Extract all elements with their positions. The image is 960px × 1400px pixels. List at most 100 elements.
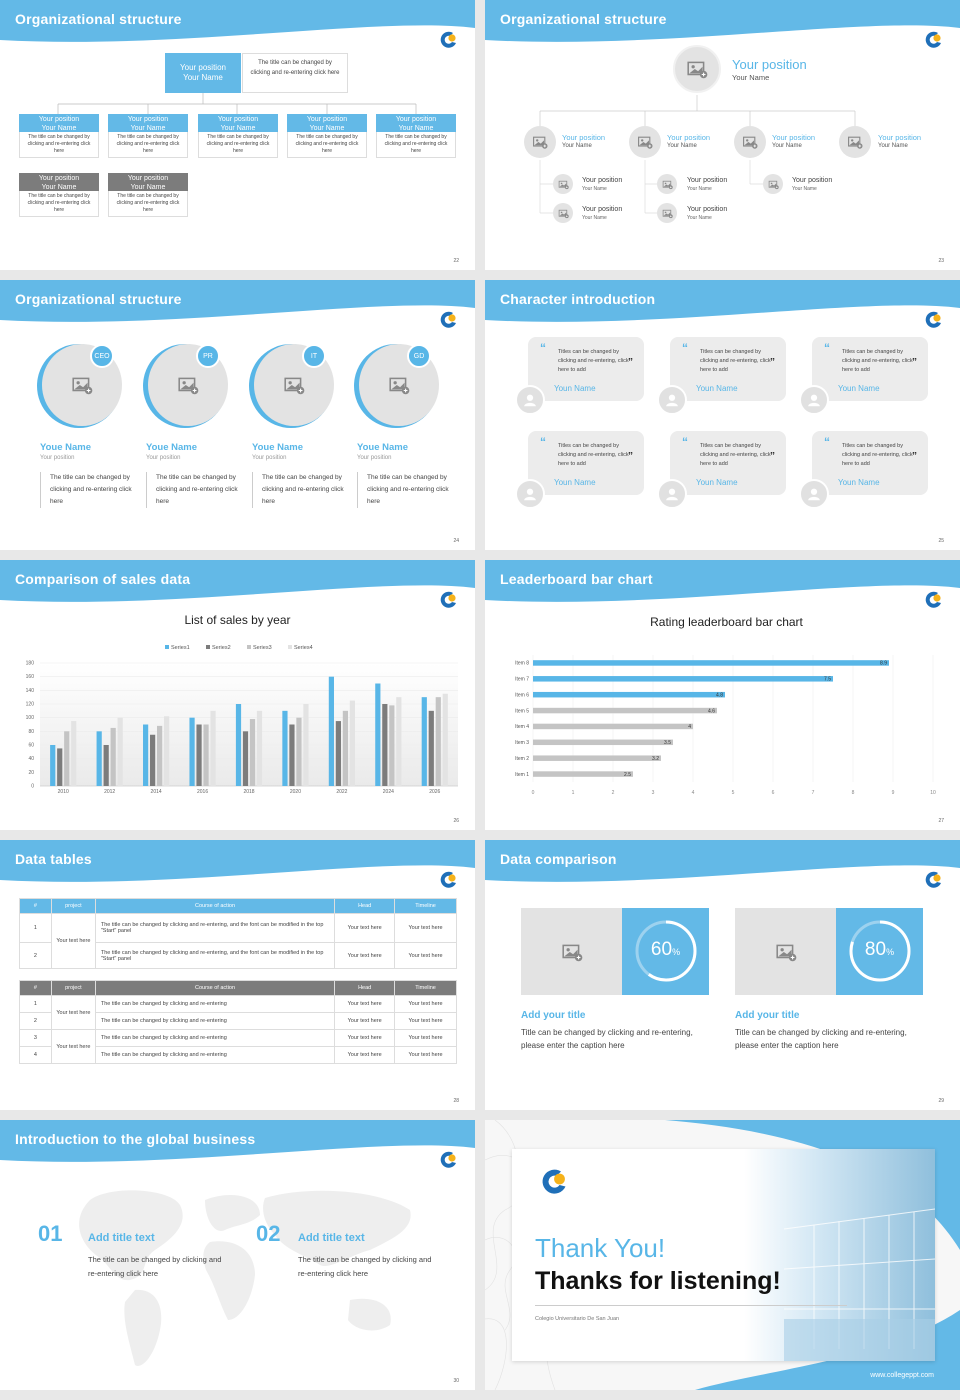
slide-31[interactable]: Thank You! Thanks for listening! Colegio… [485,1120,960,1390]
quote-text: Titles can be changed by clicking and re… [700,443,771,467]
quote-card[interactable]: “ Titles can be changed by clicking and … [812,337,928,401]
x-tick-label: 4 [692,790,695,796]
slide-26[interactable]: Comparison of sales data List of sales b… [0,560,475,830]
image-placeholder[interactable] [521,908,622,995]
quote-card[interactable]: “ Titles can be changed by clicking and … [670,337,786,401]
col-header: Timeline [394,898,457,914]
image-placeholder-icon [388,374,410,396]
person-position: Your position [40,455,75,461]
quote-card[interactable]: “ Titles can be changed by clicking and … [528,337,644,401]
image-placeholder-icon [768,179,779,190]
avatar [515,385,545,415]
slide-24[interactable]: Organizational structure CEO Youe Name Y… [0,280,475,550]
role-badge: IT [302,344,326,368]
y-tick-label: 80 [28,729,34,735]
open-quote-icon: “ [540,435,546,449]
photo-placeholder[interactable] [524,126,556,158]
timeline-cell: Your text here [394,1012,457,1030]
photo-placeholder[interactable] [553,174,573,194]
item-desc: The title can be changed by clicking and… [88,1255,222,1278]
slide-23[interactable]: Organizational structure Your position Y… [485,0,960,270]
sub-position: Your position [792,177,833,184]
x-tick-label: 2020 [290,789,301,795]
photo-placeholder[interactable] [553,203,573,223]
school-name: Colegio Universitario De San Juan [535,1316,620,1322]
item-title: Add your title [735,1010,800,1021]
thanks-card: Thank You! Thanks for listening! Colegio… [512,1149,935,1361]
bar [210,710,216,786]
item-title: Add title text [88,1232,155,1244]
slide-25[interactable]: Character introduction “ Titles can be c… [485,280,960,550]
org-box-position: Your position [38,116,80,123]
close-quote-icon: ” [628,357,633,368]
photo-placeholder[interactable] [629,126,661,158]
data-label: 4 [688,724,691,730]
user-icon [521,485,539,503]
logo-icon [437,588,461,612]
org-box-name: Your Name [398,125,434,132]
org-box-3[interactable]: Your position Your Name The title can be … [198,114,278,158]
top-photo-placeholder[interactable] [673,45,721,93]
slide-29[interactable]: Data comparison 60% Add your title Title… [485,840,960,1110]
bar [256,710,263,786]
org-box-2[interactable]: Your position Your Name The title can be … [108,114,188,158]
sub-name: Your Name [582,186,607,192]
progress-value: 60 [650,939,673,960]
role-badge: PR [196,344,220,368]
head-cell: Your text here [334,913,396,943]
close-quote-icon: ” [770,451,775,462]
quote-card[interactable]: “ Titles can be changed by clicking and … [812,431,928,495]
image-placeholder[interactable] [735,908,836,995]
image-placeholder-icon [177,374,199,396]
slide-title: Introduction to the global business [15,1131,256,1147]
org-box-4[interactable]: Your position Your Name The title can be … [287,114,367,158]
table-row: 1 Your text here The title can be change… [19,995,457,1030]
org-box-position: Your position [38,175,80,182]
sales-column-chart: 0 20 40 60 80 100 120 140 160 180 Series1 Series2 Se… [26,645,458,795]
photo-placeholder[interactable] [657,203,677,223]
page-number: 29 [938,1098,944,1104]
open-quote-icon: “ [682,341,688,355]
progress-ring [849,920,911,982]
building-photo [744,1149,935,1361]
col-header: Course of action [94,898,336,914]
y-category-label: Item 1 [515,772,529,778]
logo-icon [922,588,946,612]
quote-card[interactable]: “ Titles can be changed by clicking and … [670,431,786,495]
org-top-box[interactable]: Your position Your Name [165,53,241,93]
org-gray-box-2[interactable]: Your position Your Name The title can be … [108,173,188,217]
row-number: 3 [19,1029,52,1047]
slide-27[interactable]: Leaderboard bar chart Rating leaderboard… [485,560,960,830]
photo-placeholder[interactable] [763,174,783,194]
legend-label: Series1 [171,645,190,651]
x-tick-label: 5 [732,790,735,796]
website-link[interactable]: www.collegeppt.com [870,1372,934,1379]
org-box-5[interactable]: Your position Your Name The title can be … [376,114,456,158]
x-tick-label: 2014 [151,789,162,795]
org-box-position: Your position [217,116,259,123]
sub-name: Your Name [687,215,712,221]
y-tick-label: 160 [26,674,35,680]
page-number: 30 [453,1378,459,1384]
y-tick-label: 100 [26,715,35,721]
photo-placeholder[interactable] [657,174,677,194]
slide-28[interactable]: Data tables # project Course of action H… [0,840,475,1110]
quote-text: Titles can be changed by clicking and re… [558,443,629,467]
org-gray-box-1[interactable]: Your position Your Name The title can be … [19,173,99,217]
logo-icon [437,308,461,332]
slide-22[interactable]: Organizational structure Your position Y… [0,0,475,270]
org-box-desc: The title can be changed by clicking and… [19,132,99,158]
quote-name: Youn Name [554,478,596,487]
org-box-name: Your Name [41,125,77,132]
col-header: project [50,898,96,914]
head-cell: Your text here [334,995,396,1013]
person-desc: The title can be changed by clicking and… [357,472,449,508]
bar [533,691,725,698]
x-tick-label: 2012 [104,789,115,795]
logo-icon [437,1148,461,1172]
slide-30[interactable]: Introduction to the global business 01 A… [0,1120,475,1390]
photo-placeholder[interactable] [839,126,871,158]
photo-placeholder[interactable] [734,126,766,158]
quote-card[interactable]: “ Titles can be changed by clicking and … [528,431,644,495]
org-box-1[interactable]: Your position Your Name The title can be … [19,114,99,158]
